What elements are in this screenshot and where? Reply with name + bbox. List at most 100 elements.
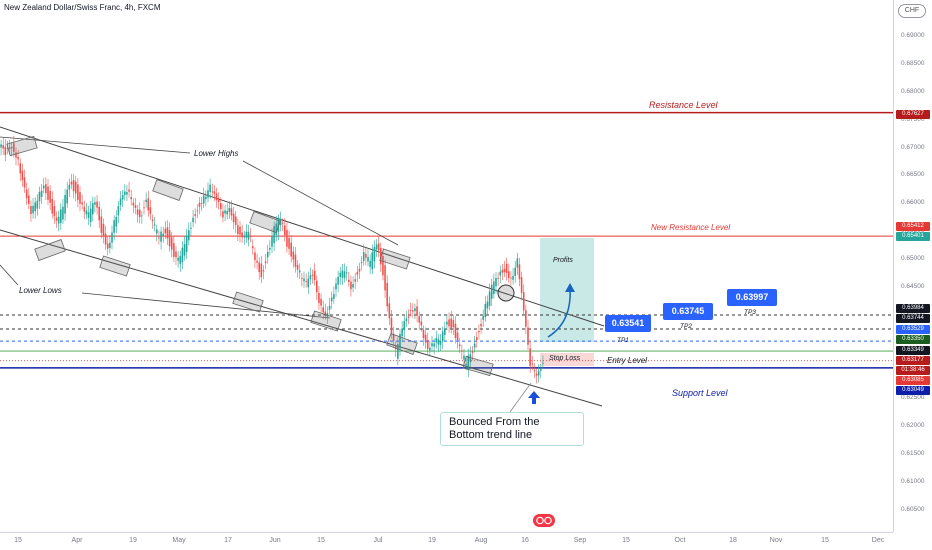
price-axis-label: 0.63529	[896, 325, 930, 334]
indicator-badge[interactable]	[533, 514, 555, 527]
candle-body	[106, 243, 109, 249]
highlight-circle	[497, 284, 515, 302]
candle-body	[17, 156, 19, 160]
candle-body	[441, 331, 444, 342]
candle-body	[469, 354, 472, 363]
price-axis-divider	[893, 0, 894, 532]
candle-body	[318, 292, 320, 303]
candle-body	[461, 350, 463, 352]
candle-body	[237, 225, 239, 234]
candle-body	[10, 146, 13, 149]
x-tick-label: Nov	[769, 537, 783, 544]
candle-body	[153, 224, 156, 226]
candle-body	[77, 184, 79, 200]
highlight-box	[310, 310, 342, 332]
y-tick-label: 0.67500	[901, 115, 925, 123]
candle-body	[45, 184, 47, 194]
x-tick-label: 16	[521, 537, 529, 544]
x-tick-label: Aug	[474, 537, 488, 544]
x-tick-label: Jun	[269, 537, 281, 544]
price-axis-label: 0.63744	[896, 314, 930, 323]
candle-body	[473, 343, 476, 348]
candle-body	[490, 284, 493, 299]
y-tick-label: 0.61000	[901, 478, 925, 486]
currency-badge[interactable]: CHF	[898, 4, 926, 18]
candle-body	[158, 237, 160, 239]
candle-body	[145, 199, 147, 203]
bounce-callout: Bounced From the Bottom trend line	[440, 412, 584, 446]
candle-body	[126, 192, 128, 195]
y-tick-label: 0.60500	[901, 506, 925, 513]
candle-body	[497, 278, 499, 280]
x-tick-label: 15	[14, 537, 22, 544]
candle-body	[279, 218, 282, 226]
candle-body	[64, 195, 66, 214]
candle-body	[373, 247, 376, 262]
candle-body	[505, 263, 508, 274]
candle-body	[452, 320, 455, 328]
candle-body	[138, 209, 141, 218]
candle-body	[70, 181, 73, 185]
candle-body	[437, 339, 440, 345]
candle-body	[328, 305, 331, 310]
candle-body	[170, 237, 173, 250]
candle-body	[345, 272, 348, 274]
candle-body	[439, 340, 442, 345]
candle-body	[40, 190, 43, 198]
candle-body	[360, 261, 363, 263]
candle-body	[369, 260, 371, 267]
candle-body	[356, 271, 359, 275]
candle-body	[303, 278, 305, 282]
candle-body	[2, 145, 4, 149]
candle-body	[156, 229, 158, 234]
candle-body	[38, 191, 41, 202]
candle-body	[94, 202, 96, 205]
candle-body	[220, 203, 222, 209]
candle-body	[222, 211, 224, 218]
y-tick-label: 0.62000	[901, 422, 925, 430]
candle-body	[247, 231, 250, 240]
y-tick-label: 0.68500	[901, 59, 925, 67]
candle-body	[350, 281, 352, 290]
candle-body	[258, 262, 260, 273]
candle-body	[499, 271, 502, 276]
candle-body	[100, 216, 103, 233]
candle-body	[316, 280, 318, 293]
tp1-label: TP1	[617, 337, 629, 344]
candle-body	[435, 338, 438, 343]
candle-body	[179, 255, 182, 265]
candle-body	[249, 235, 252, 237]
candle-body	[262, 270, 265, 272]
candle-body	[433, 343, 435, 347]
candle-body	[294, 254, 297, 267]
candle-body	[354, 279, 356, 282]
stop-loss-label: Stop Loss	[549, 355, 581, 362]
candle-body	[416, 306, 418, 316]
candle-body	[215, 193, 218, 201]
candle-body	[463, 355, 465, 360]
candle-body	[377, 243, 380, 251]
candle-body	[341, 270, 344, 278]
bounce-callout-line2: Bottom trend line	[449, 429, 533, 441]
candle-body	[426, 340, 429, 349]
candle-body	[537, 371, 540, 376]
candle-body	[514, 267, 516, 276]
candle-body	[292, 251, 295, 260]
y-tick-label: 0.69000	[901, 32, 925, 39]
candle-body	[32, 205, 34, 214]
highlight-box	[152, 179, 184, 201]
price-axis-label: 0.63177	[896, 356, 930, 365]
candle-body	[281, 222, 284, 224]
candle-body	[226, 211, 228, 215]
price-axis-label: 0.65401	[896, 232, 930, 241]
candle-body	[149, 207, 152, 214]
candle-body	[47, 186, 49, 200]
candle-body	[516, 258, 519, 268]
candle-body	[55, 217, 58, 221]
candle-body	[160, 231, 162, 242]
candle-body	[446, 321, 448, 325]
candle-body	[68, 184, 71, 190]
candle-body	[162, 233, 164, 237]
candle-body	[92, 203, 94, 215]
candle-body	[34, 202, 36, 212]
